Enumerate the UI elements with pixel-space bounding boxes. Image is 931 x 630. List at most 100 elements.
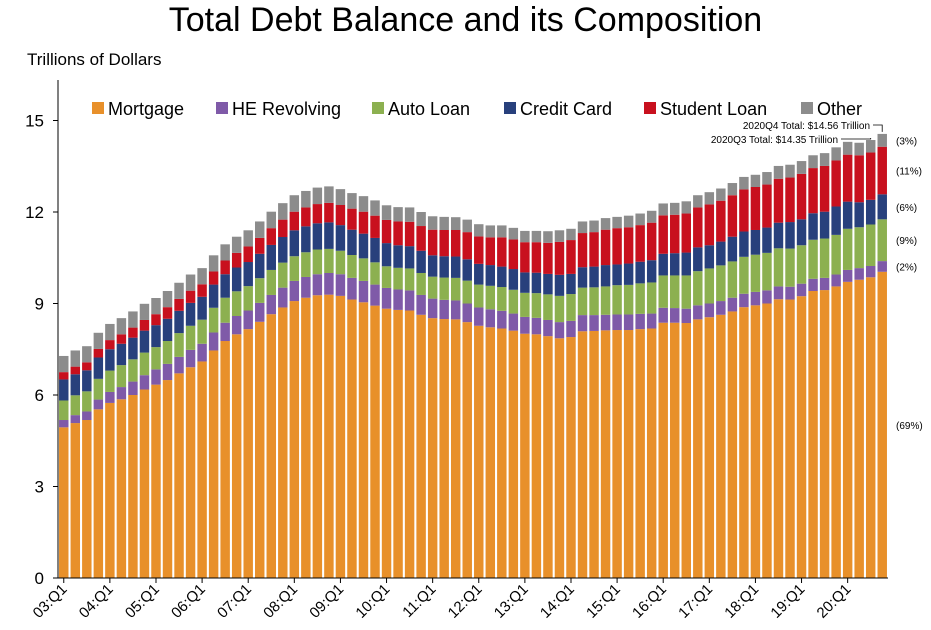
bar-student-loan-2007q4 (278, 219, 288, 238)
bar-he-revolving-2007q1 (243, 310, 253, 330)
legend-label-other: Other (817, 99, 862, 119)
share-label-mortgage: (69%) (896, 421, 923, 432)
bar-student-loan-2015q4 (646, 222, 657, 261)
bar-auto-loan-2009q4 (370, 262, 380, 285)
share-label-credit-card: (6%) (896, 203, 917, 214)
bar-student-loan-2012q4 (508, 239, 519, 270)
bar-auto-loan-2013q2 (531, 293, 542, 318)
bar-mortgage-2010q2 (393, 309, 403, 578)
bar-he-revolving-2006q4 (231, 316, 242, 335)
bar-mortgage-2012q4 (508, 330, 519, 578)
bar-credit-card-2005q4 (185, 302, 196, 326)
x-tick-label: 09:Q1 (306, 581, 347, 622)
bar-other-2013q1 (520, 230, 530, 243)
legend-swatch-credit-card (504, 102, 516, 114)
bar-he-revolving-2014q1 (566, 320, 576, 338)
legend-label-he-revolving: HE Revolving (232, 99, 341, 119)
bar-credit-card-2011q3 (450, 256, 461, 278)
bar-other-2019q2 (808, 155, 818, 169)
bar-student-loan-2007q1 (243, 246, 253, 263)
total-annotation: 2020Q4 Total: $14.56 Trillion (743, 121, 870, 132)
bar-student-loan-2012q3 (497, 237, 507, 267)
bar-auto-loan-2008q2 (301, 252, 311, 277)
bar-auto-loan-2019q4 (831, 234, 841, 275)
bar-auto-loan-2007q1 (243, 286, 253, 311)
bar-auto-loan-2020q3 (865, 224, 876, 266)
y-tick-label: 12 (25, 203, 44, 222)
bar-other-2014q1 (566, 228, 576, 241)
bar-he-revolving-2011q1 (427, 298, 438, 319)
bar-credit-card-2020q3 (865, 199, 876, 225)
bar-student-loan-2015q3 (635, 225, 645, 262)
bar-student-loan-2008q1 (289, 211, 300, 231)
bar-student-loan-2008q2 (301, 207, 311, 227)
bar-he-revolving-2017q2 (716, 301, 726, 315)
bar-auto-loan-2019q2 (808, 239, 818, 279)
bar-he-revolving-2012q3 (497, 310, 507, 329)
bar-auto-loan-2009q3 (358, 258, 369, 281)
bar-student-loan-2009q2 (347, 208, 357, 230)
x-tick-label: 16:Q1 (629, 581, 670, 622)
bar-other-2006q4 (231, 236, 242, 253)
bar-auto-loan-2009q2 (347, 255, 357, 278)
bar-auto-loan-2010q1 (381, 266, 392, 288)
bar-other-2011q2 (439, 216, 449, 230)
bar-mortgage-2018q3 (773, 299, 784, 578)
bar-he-revolving-2015q4 (646, 313, 657, 329)
bar-mortgage-2004q3 (128, 395, 138, 578)
bar-student-loan-2004q2 (116, 334, 127, 344)
y-tick-label: 6 (35, 386, 44, 405)
bar-other-2014q4 (600, 218, 611, 230)
bar-other-2009q1 (335, 189, 346, 205)
bar-other-2018q3 (773, 165, 784, 179)
bar-he-revolving-2012q2 (485, 309, 496, 328)
bar-mortgage-2016q4 (693, 319, 703, 578)
share-label-auto-loan: (9%) (896, 236, 917, 247)
annotation-leader-line (873, 124, 883, 132)
bar-mortgage-2004q1 (105, 402, 115, 578)
bar-credit-card-2005q3 (174, 310, 184, 334)
x-tick-label: 12:Q1 (445, 581, 486, 622)
bar-credit-card-2008q3 (312, 223, 323, 250)
bar-student-loan-2003q4 (93, 348, 104, 358)
bar-credit-card-2004q3 (128, 337, 138, 360)
bar-mortgage-2012q3 (497, 328, 507, 578)
bar-other-2012q1 (474, 224, 484, 237)
bar-mortgage-2005q2 (162, 380, 173, 578)
bar-other-2010q3 (404, 207, 415, 222)
bar-student-loan-2005q4 (185, 290, 196, 303)
bar-auto-loan-2014q3 (589, 287, 599, 316)
bar-credit-card-2019q1 (796, 219, 807, 246)
bar-credit-card-2012q2 (485, 265, 496, 286)
bar-auto-loan-2020q2 (854, 227, 864, 269)
bar-student-loan-2007q3 (266, 228, 276, 245)
legend-swatch-auto-loan (372, 102, 384, 114)
bar-credit-card-2010q4 (416, 250, 426, 273)
bar-he-revolving-2017q1 (704, 303, 715, 318)
bar-other-2005q4 (185, 274, 196, 291)
bar-auto-loan-2010q3 (404, 268, 415, 291)
bar-he-revolving-2016q1 (658, 307, 668, 323)
bar-mortgage-2020q3 (865, 277, 876, 578)
bar-other-2003q4 (93, 332, 104, 349)
bar-credit-card-2016q2 (670, 253, 680, 276)
bar-other-2010q4 (416, 212, 426, 227)
bar-he-revolving-2019q4 (831, 274, 841, 287)
bar-mortgage-2013q2 (531, 334, 542, 578)
bar-mortgage-2013q4 (554, 338, 565, 578)
bar-credit-card-2007q2 (255, 253, 265, 279)
bar-mortgage-2015q1 (612, 330, 622, 578)
bar-credit-card-2019q4 (831, 206, 841, 235)
bar-he-revolving-2008q1 (289, 280, 300, 302)
bar-auto-loan-2012q3 (497, 287, 507, 311)
bar-other-2005q2 (162, 291, 173, 308)
bar-credit-card-2003q3 (82, 370, 92, 392)
bar-student-loan-2020q3 (865, 152, 876, 200)
bar-he-revolving-2012q4 (508, 313, 519, 331)
bar-student-loan-2010q2 (393, 221, 403, 246)
bar-credit-card-2006q3 (220, 274, 230, 298)
bar-student-loan-2017q2 (716, 200, 726, 242)
bar-he-revolving-2003q4 (93, 399, 104, 410)
bar-student-loan-2012q2 (485, 237, 496, 266)
bar-he-revolving-2007q3 (266, 294, 276, 315)
